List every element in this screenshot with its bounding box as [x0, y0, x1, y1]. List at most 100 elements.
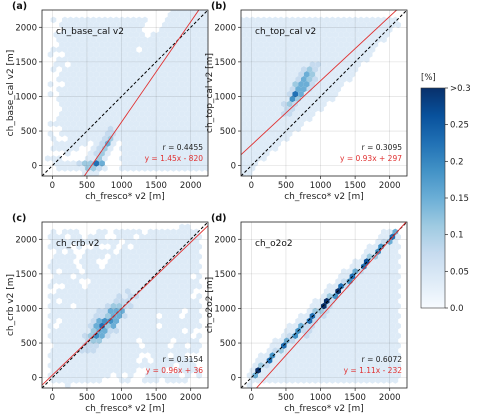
density-hex [130, 337, 137, 345]
density-hex [378, 31, 384, 38]
density-hex [170, 317, 177, 325]
density-hex [144, 362, 151, 369]
density-hex [76, 283, 82, 290]
density-hex [82, 362, 88, 369]
density-hex [147, 105, 154, 113]
density-hex [281, 21, 287, 29]
density-hex [338, 322, 344, 330]
density-hex [64, 273, 71, 280]
density-hex [241, 26, 244, 34]
density-hex [193, 307, 200, 315]
density-hex [62, 268, 68, 275]
density-hex [76, 71, 82, 78]
density-hex [79, 16, 85, 24]
density-hex [147, 85, 154, 93]
density-hex [349, 263, 356, 270]
density-hex [119, 46, 125, 53]
density-hex [162, 51, 168, 58]
density-hex [73, 85, 80, 93]
density-hex [275, 81, 281, 88]
y-axis-label: ch_o2o2 [m] [205, 277, 215, 333]
density-hex [96, 95, 102, 103]
density-hex [87, 71, 94, 78]
density-hex [392, 297, 399, 305]
density-hex [292, 31, 299, 38]
density-hex [306, 347, 313, 354]
density-hex [67, 238, 74, 246]
density-hex [323, 288, 330, 295]
density-hex [159, 228, 165, 236]
density-hex [193, 46, 200, 53]
density-hex [159, 155, 165, 162]
density-hex [386, 228, 393, 236]
density-hex [107, 85, 114, 93]
density-hex [255, 56, 261, 63]
density-hex [326, 283, 333, 290]
density-hex [389, 362, 396, 369]
density-hex [64, 71, 71, 78]
density-hex [130, 228, 137, 236]
density-hex [375, 288, 381, 295]
density-hex [56, 85, 62, 93]
density-hex [335, 16, 341, 24]
density-hex [167, 322, 174, 330]
density-hex [306, 26, 313, 34]
density-hex [306, 76, 313, 83]
density-hex [243, 105, 250, 113]
density-hex [341, 76, 347, 83]
density-hex [93, 243, 100, 250]
density-hex [156, 31, 162, 38]
density-hex [62, 56, 68, 63]
density-hex [59, 243, 65, 250]
density-hex [162, 342, 168, 349]
density-hex [246, 130, 253, 138]
density-hex [321, 21, 327, 29]
density-hex [366, 342, 373, 349]
density-hex [249, 145, 256, 152]
panel-label: (c) [12, 213, 26, 224]
density-hex [289, 337, 296, 345]
density-hex [255, 66, 261, 73]
density-hex [136, 105, 142, 113]
density-hex [258, 120, 264, 128]
density-hex [184, 372, 191, 379]
density-hex [295, 337, 301, 345]
density-hex [243, 125, 250, 133]
density-hex [358, 258, 364, 265]
density-hex [202, 120, 208, 128]
density-hex [102, 238, 108, 246]
density-hex [153, 125, 160, 133]
density-hex [315, 61, 321, 68]
density-hex [116, 292, 122, 300]
density-hex [113, 76, 120, 83]
density-hex [102, 268, 108, 275]
density-hex [343, 352, 350, 359]
fit-equation-text: y = 1.45x - 820 [145, 154, 204, 163]
density-hex [346, 36, 353, 43]
density-hex [104, 292, 111, 300]
density-hex [59, 372, 65, 379]
density-hex [179, 11, 185, 19]
density-hex [156, 110, 162, 118]
density-hex [346, 307, 353, 315]
density-hex [64, 41, 71, 48]
density-hex [113, 327, 120, 335]
density-hex [392, 357, 399, 364]
density-hex [107, 26, 114, 34]
density-hex [193, 105, 200, 113]
density-hex [346, 268, 353, 275]
correlation-text: r = 0.3095 [362, 143, 403, 152]
density-hex [170, 135, 177, 142]
density-hex [110, 41, 117, 48]
density-hex [281, 51, 287, 58]
density-hex [167, 90, 174, 98]
density-hex [153, 66, 160, 73]
density-hex [269, 100, 276, 108]
density-hex [122, 292, 128, 300]
density-hex [182, 85, 188, 93]
density-hex [343, 302, 350, 310]
density-hex [190, 362, 197, 369]
density-hex [272, 66, 279, 73]
density-hex [136, 115, 142, 123]
density-hex [352, 347, 359, 354]
